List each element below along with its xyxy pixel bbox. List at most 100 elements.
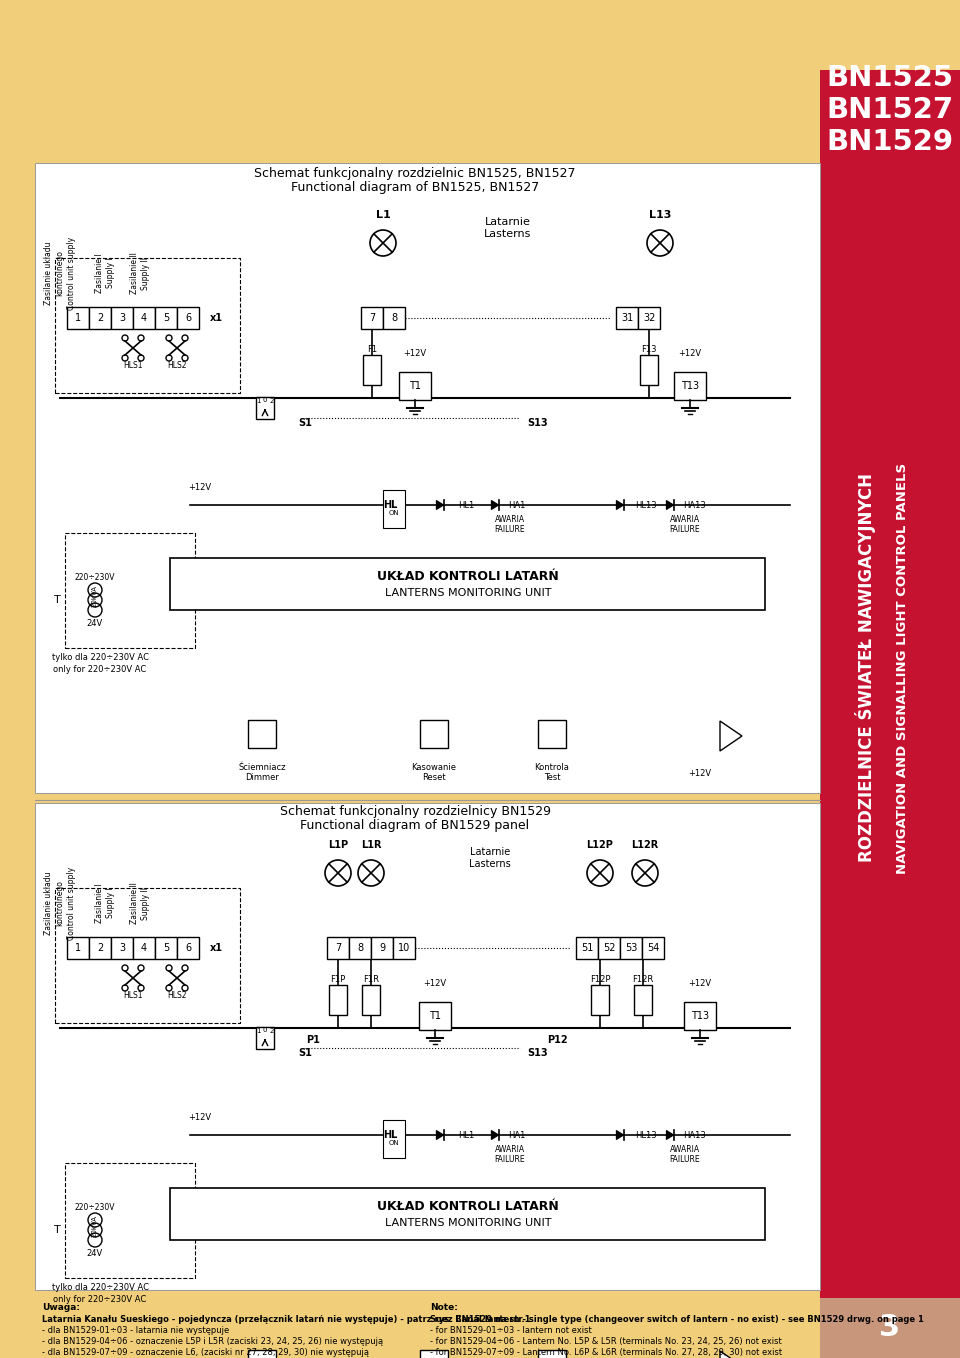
Circle shape xyxy=(166,335,172,341)
Text: L13: L13 xyxy=(649,210,671,220)
Text: Latarnie
Lasterns: Latarnie Lasterns xyxy=(484,217,532,239)
Text: HLS1: HLS1 xyxy=(123,361,143,371)
Bar xyxy=(634,985,652,1014)
Text: L1P: L1P xyxy=(328,841,348,850)
Text: Latarnia Kanału Sueskiego - pojedyncza (przełącznik latarń nie występuje) - patr: Latarnia Kanału Sueskiego - pojedyncza (… xyxy=(42,1315,531,1324)
Text: 20kVA: 20kVA xyxy=(92,1215,98,1237)
Text: 4: 4 xyxy=(141,942,147,953)
Text: 2: 2 xyxy=(269,1028,274,1033)
Bar xyxy=(155,937,177,959)
Bar xyxy=(177,937,199,959)
Text: ON: ON xyxy=(389,1139,399,1146)
Bar xyxy=(383,307,405,329)
Text: L1R: L1R xyxy=(361,841,381,850)
Polygon shape xyxy=(666,1130,674,1139)
Text: P12: P12 xyxy=(547,1035,568,1046)
Bar xyxy=(640,354,658,386)
Circle shape xyxy=(182,354,188,361)
Circle shape xyxy=(138,985,144,991)
Polygon shape xyxy=(616,501,624,509)
Text: HL13: HL13 xyxy=(635,501,657,509)
Bar xyxy=(383,490,405,528)
Text: +12V: +12V xyxy=(423,979,446,987)
Circle shape xyxy=(358,860,384,885)
Text: HA13: HA13 xyxy=(683,501,706,509)
Bar xyxy=(362,985,380,1014)
Text: 1: 1 xyxy=(75,942,81,953)
Text: 1: 1 xyxy=(256,1028,261,1033)
Text: 24V: 24V xyxy=(86,1248,103,1258)
Text: NAVIGATION AND SIGNALLING LIGHT CONTROL PANELS: NAVIGATION AND SIGNALLING LIGHT CONTROL … xyxy=(897,463,909,873)
Text: 6: 6 xyxy=(185,312,191,323)
Circle shape xyxy=(138,966,144,971)
Bar xyxy=(371,937,393,959)
Bar xyxy=(67,937,89,959)
Text: T13: T13 xyxy=(691,1010,709,1021)
Bar xyxy=(393,937,415,959)
Circle shape xyxy=(138,335,144,341)
Bar xyxy=(420,1350,448,1358)
Bar xyxy=(538,720,566,748)
Text: LANTERNS MONITORING UNIT: LANTERNS MONITORING UNIT xyxy=(385,588,551,599)
Text: only for 220÷230V AC: only for 220÷230V AC xyxy=(54,665,147,675)
Text: 2: 2 xyxy=(269,398,274,403)
Text: HL1: HL1 xyxy=(458,1130,474,1139)
Text: Test: Test xyxy=(543,774,561,782)
Text: UKŁAD KONTROLI LATARŃ: UKŁAD KONTROLI LATARŃ xyxy=(377,570,559,583)
Text: T1: T1 xyxy=(429,1010,441,1021)
Bar xyxy=(383,1120,405,1158)
Text: HLS1: HLS1 xyxy=(123,991,143,1001)
Circle shape xyxy=(166,985,172,991)
Text: HLS2: HLS2 xyxy=(167,361,187,371)
Text: Functional diagram of BN1529 panel: Functional diagram of BN1529 panel xyxy=(300,819,530,831)
Text: 5: 5 xyxy=(163,312,169,323)
Text: +12V: +12V xyxy=(688,769,711,778)
Bar xyxy=(177,307,199,329)
Circle shape xyxy=(182,966,188,971)
Text: AWARIA: AWARIA xyxy=(495,1145,525,1153)
Text: 0: 0 xyxy=(263,1027,267,1032)
Text: 1: 1 xyxy=(256,398,261,403)
Text: 4: 4 xyxy=(141,312,147,323)
Text: LANTERNS MONITORING UNIT: LANTERNS MONITORING UNIT xyxy=(385,1218,551,1229)
Text: Suez Canal lantern - single type (changeover switch of lantern - no exist) - see: Suez Canal lantern - single type (change… xyxy=(430,1315,924,1324)
Text: HL13: HL13 xyxy=(635,1130,657,1139)
Text: T: T xyxy=(54,1225,60,1234)
Text: F13: F13 xyxy=(641,345,657,354)
Bar xyxy=(67,307,89,329)
Text: Functional diagram of BN1525, BN1527: Functional diagram of BN1525, BN1527 xyxy=(291,181,540,193)
Bar xyxy=(133,937,155,959)
Text: Schemat funkcjonalny rozdzielnicy BN1529: Schemat funkcjonalny rozdzielnicy BN1529 xyxy=(279,805,550,819)
Bar xyxy=(111,307,133,329)
Text: 10: 10 xyxy=(397,942,410,953)
Circle shape xyxy=(182,335,188,341)
Text: UKŁAD KONTROLI LATARŃ: UKŁAD KONTROLI LATARŃ xyxy=(377,1199,559,1213)
Text: 7: 7 xyxy=(369,312,375,323)
Bar xyxy=(576,937,598,959)
Text: AWARIA: AWARIA xyxy=(670,515,700,523)
Bar xyxy=(616,307,638,329)
Text: L12R: L12R xyxy=(632,841,659,850)
Text: 5: 5 xyxy=(163,942,169,953)
Text: F12R: F12R xyxy=(633,975,654,985)
Text: 220÷230V: 220÷230V xyxy=(75,573,115,583)
Text: S13: S13 xyxy=(528,1048,548,1058)
Text: BN1527: BN1527 xyxy=(827,96,953,124)
Text: 24V: 24V xyxy=(86,618,103,627)
Text: FAILURE: FAILURE xyxy=(670,526,700,535)
Text: 53: 53 xyxy=(625,942,637,953)
Polygon shape xyxy=(492,1130,498,1139)
Bar xyxy=(35,803,820,1290)
Polygon shape xyxy=(720,721,742,751)
Bar xyxy=(155,307,177,329)
Circle shape xyxy=(632,860,658,885)
Bar xyxy=(638,307,660,329)
Bar xyxy=(55,258,240,392)
Text: 54: 54 xyxy=(647,942,660,953)
Text: 51: 51 xyxy=(581,942,593,953)
Text: Zasilanie I
Supply I: Zasilanie I Supply I xyxy=(95,883,115,923)
Text: 9: 9 xyxy=(379,942,385,953)
Text: 7: 7 xyxy=(335,942,341,953)
Bar xyxy=(419,1002,451,1029)
Text: 52: 52 xyxy=(603,942,615,953)
